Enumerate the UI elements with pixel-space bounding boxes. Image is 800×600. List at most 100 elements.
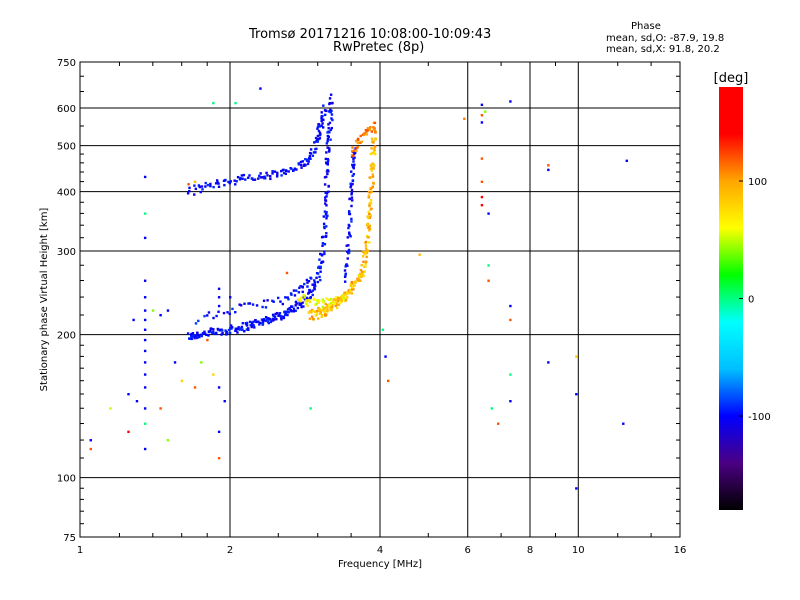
x-trace-point xyxy=(350,280,354,284)
o-trace-point xyxy=(324,235,328,238)
x-trace-point xyxy=(321,305,324,309)
scatter-point xyxy=(547,164,550,167)
x-trace-point xyxy=(372,182,375,185)
scatter-point xyxy=(193,180,197,184)
x-trace-point xyxy=(369,176,373,179)
o-trace-point xyxy=(207,311,211,314)
o-trace-point xyxy=(206,314,209,317)
o-trace-point xyxy=(276,171,279,175)
scatter-point xyxy=(480,195,484,199)
x-trace-point xyxy=(308,300,312,304)
o-trace-point xyxy=(290,167,293,171)
o-trace-point xyxy=(252,324,255,327)
o-trace-point xyxy=(321,244,324,247)
x-trace-point xyxy=(367,190,371,194)
x-trace-point xyxy=(324,302,327,306)
x-trace-point xyxy=(372,149,376,153)
x-tick-label: 4 xyxy=(377,545,383,556)
x-trace-point xyxy=(316,298,320,302)
scatter-point xyxy=(575,393,578,396)
o-trace-point xyxy=(262,176,266,180)
o-trace-point xyxy=(244,178,247,181)
o-trace-point xyxy=(351,182,354,186)
o-trace-point xyxy=(292,309,296,312)
scatter-point xyxy=(575,487,578,490)
o-trace-point xyxy=(221,331,224,335)
o-trace-point xyxy=(212,332,215,335)
x-trace-point xyxy=(363,132,366,135)
x-trace-point xyxy=(318,312,322,315)
x-trace-point xyxy=(369,167,372,170)
o-trace-point xyxy=(227,328,231,332)
x-trace-point xyxy=(305,302,308,305)
o-trace-point xyxy=(305,278,309,282)
scatter-point xyxy=(480,114,484,117)
scatter-point xyxy=(143,422,147,425)
x-trace-point xyxy=(329,308,332,312)
o-trace-point xyxy=(282,171,286,175)
o-trace-point xyxy=(265,318,269,321)
x-trace-point xyxy=(329,301,332,305)
scatter-point xyxy=(143,407,147,410)
o-trace-point xyxy=(281,302,284,306)
x-trace-point xyxy=(363,250,367,254)
o-trace-point xyxy=(350,193,353,196)
o-trace-point xyxy=(301,160,304,163)
o-trace-point xyxy=(186,192,190,195)
o-trace-point xyxy=(258,323,261,326)
x-trace-point xyxy=(336,306,339,310)
o-trace-point xyxy=(228,312,231,316)
x-trace-point xyxy=(325,309,328,313)
o-trace-point xyxy=(319,270,322,273)
o-trace-point xyxy=(328,131,331,134)
x-trace-point xyxy=(342,296,346,300)
x-trace-point xyxy=(300,296,303,299)
o-trace-point xyxy=(223,179,227,182)
o-trace-point xyxy=(305,296,309,300)
x-trace-point xyxy=(310,311,313,314)
x-trace-point xyxy=(299,297,302,301)
o-trace-point xyxy=(237,326,240,329)
x-trace-point xyxy=(373,163,376,167)
o-trace-point xyxy=(222,311,226,315)
o-trace-point xyxy=(329,128,332,131)
o-trace-point xyxy=(353,151,357,155)
o-trace-point xyxy=(286,296,289,299)
o-trace-point xyxy=(325,217,328,220)
o-trace-point xyxy=(271,313,275,317)
o-trace-point xyxy=(303,282,306,286)
o-trace-point xyxy=(327,110,331,113)
o-trace-point xyxy=(301,286,304,289)
o-trace-point xyxy=(253,178,257,181)
o-trace-point xyxy=(324,161,328,164)
o-trace-point xyxy=(351,174,354,178)
o-trace-point xyxy=(250,177,254,180)
o-trace-point xyxy=(245,321,249,325)
o-trace-point xyxy=(259,172,262,175)
o-trace-point xyxy=(326,137,330,141)
scatter-point xyxy=(496,422,500,425)
scatter-point xyxy=(89,439,92,442)
scatter-point xyxy=(217,304,221,308)
o-trace-point xyxy=(321,235,325,239)
o-trace-point xyxy=(275,175,279,178)
scatter-point xyxy=(143,309,147,312)
o-trace-point xyxy=(230,327,233,330)
o-trace-point xyxy=(196,331,199,334)
x-trace-point xyxy=(372,164,376,168)
x-trace-point xyxy=(350,282,353,286)
o-trace-point xyxy=(310,277,313,280)
o-trace-point xyxy=(190,337,193,341)
o-trace-point xyxy=(313,279,316,282)
o-trace-point xyxy=(326,172,329,176)
scatter-point xyxy=(223,400,226,403)
o-trace-point xyxy=(259,176,263,179)
o-trace-point xyxy=(315,276,318,279)
o-trace-point xyxy=(350,191,353,194)
o-trace-point xyxy=(292,168,296,172)
x-trace-point xyxy=(357,138,360,142)
x-trace-point xyxy=(324,306,327,309)
y-tick-label: 500 xyxy=(57,142,76,153)
x-trace-point xyxy=(335,297,338,301)
o-trace-point xyxy=(323,210,327,213)
